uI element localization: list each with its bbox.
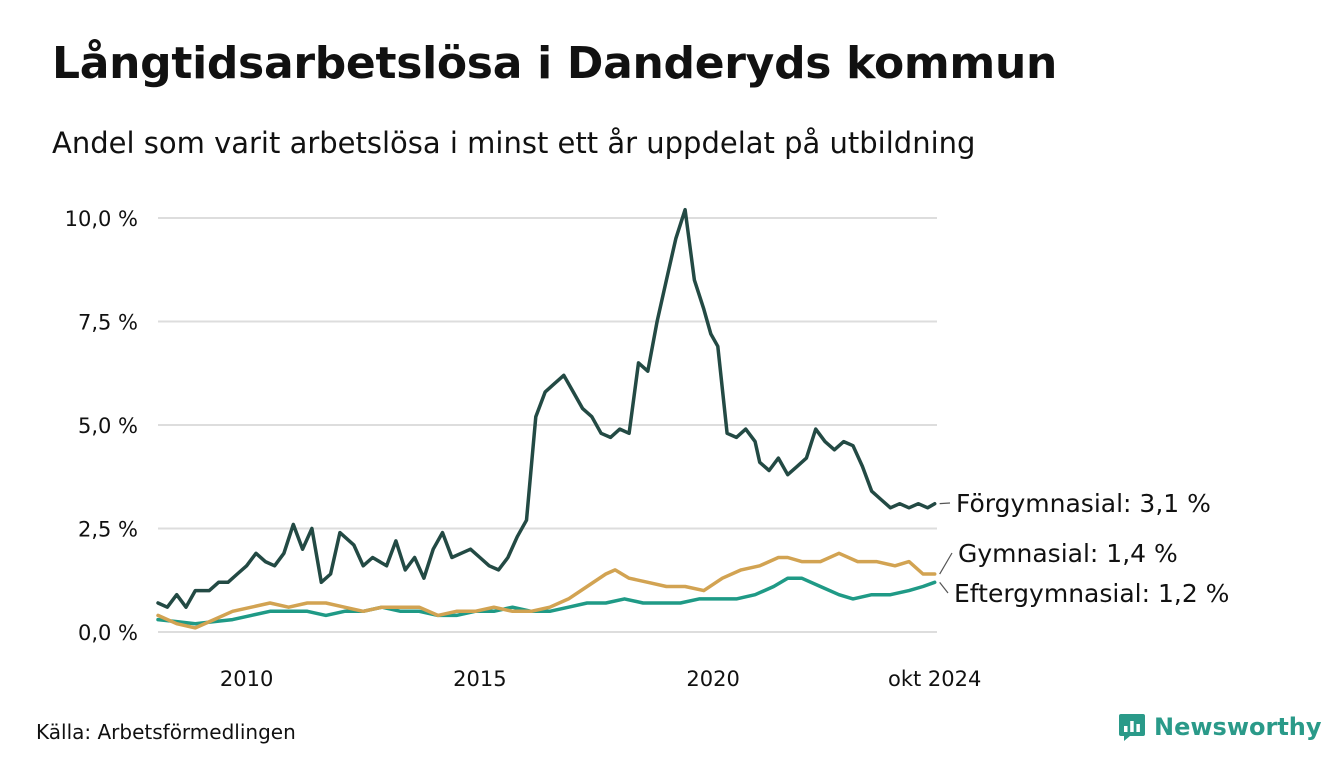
x-tick-label: 2010 [220, 667, 273, 691]
y-tick-label: 2,5 % [78, 518, 138, 542]
series-line-gymnasial [156, 551, 937, 630]
newsworthy-logo-icon [1119, 714, 1145, 741]
label-leader-line [939, 552, 953, 575]
series-line-eftergymnasial [156, 576, 937, 626]
y-tick-label: 0,0 % [78, 621, 138, 645]
y-tick-label: 10,0 % [65, 207, 138, 231]
x-tick-label: okt 2024 [888, 667, 981, 691]
x-tick-label: 2015 [453, 667, 506, 691]
brand-name: Newsworthy [1154, 713, 1322, 741]
series-line-förgymnasial [156, 207, 937, 609]
y-axis-labels: 0,0 % 2,5 % 5,0 % 7,5 % 10,0 % [65, 207, 138, 645]
y-tick-label: 5,0 % [78, 414, 138, 438]
page-subtitle: Andel som varit arbetslösa i minst ett å… [52, 126, 976, 160]
x-axis-labels: 2010 2015 2020 okt 2024 [220, 667, 981, 691]
series-label-eftergymnasial: Eftergymnasial: 1,2 % [954, 579, 1229, 608]
series-end-labels: Förgymnasial: 3,1 % Gymnasial: 1,4 % Efter… [939, 489, 1229, 608]
x-tick-label: 2020 [686, 667, 739, 691]
brand-logo: Newsworthy [1118, 712, 1322, 742]
y-tick-label: 7,5 % [78, 311, 138, 335]
series-label-gymnasial: Gymnasial: 1,4 % [958, 539, 1178, 568]
source-note: Källa: Arbetsförmedlingen [36, 720, 296, 744]
grid-lines [158, 217, 937, 633]
label-leader-line [939, 581, 949, 594]
label-leader-line [939, 502, 951, 505]
series-label-förgymnasial: Förgymnasial: 3,1 % [956, 489, 1211, 518]
series-lines [156, 207, 937, 630]
page-title: Långtidsarbetslösa i Danderyds kommun [52, 38, 1058, 89]
